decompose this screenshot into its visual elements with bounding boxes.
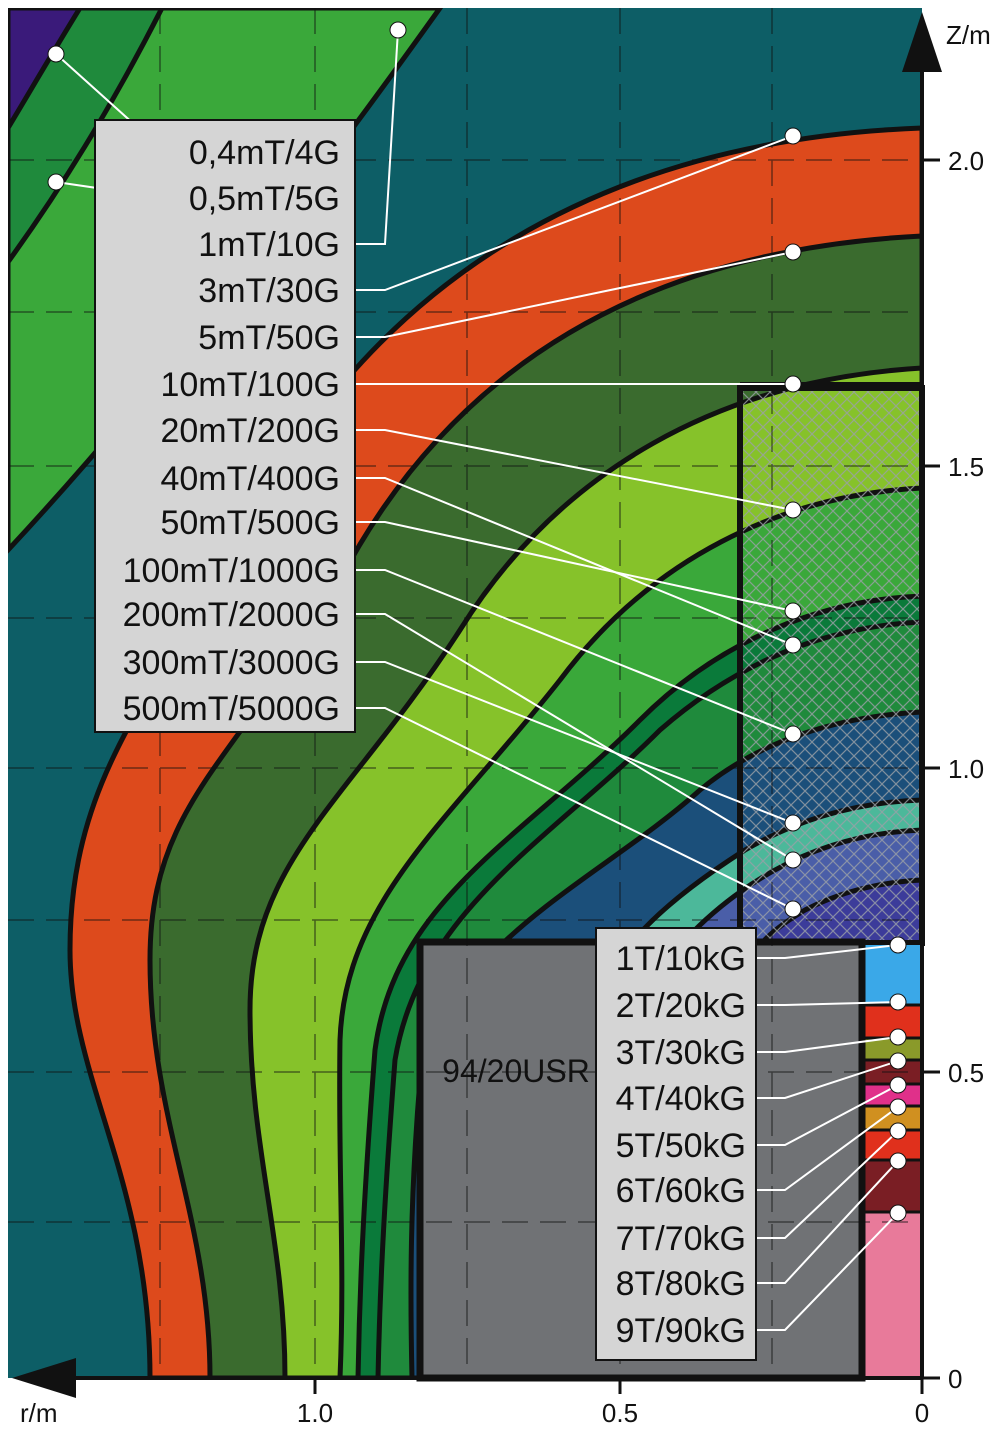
legend-item: 3mT/30G (198, 272, 340, 310)
z-axis-arrow-icon (902, 12, 942, 72)
legend-item: 1T/10kG (616, 940, 746, 978)
legend-item: 100mT/1000G (123, 552, 340, 590)
magnet-label: 94/20USR (442, 1053, 590, 1089)
legend-item: 20mT/200G (160, 412, 340, 450)
legend-item: 200mT/2000G (123, 596, 340, 634)
r-tick-label: 1.0 (297, 1398, 333, 1428)
z-tick-label: 1.0 (948, 754, 984, 784)
legend-item: 3T/30kG (616, 1034, 746, 1072)
legend-item: 9T/90kG (616, 1312, 746, 1350)
legend-item: 50mT/500G (160, 504, 340, 542)
legend-item: 2T/20kG (616, 987, 746, 1025)
legend-item: 10mT/100G (160, 366, 340, 404)
band-0-4mT (8, 8, 83, 133)
z-tick-label: 0 (948, 1364, 962, 1394)
hatched-region (737, 385, 925, 946)
legend-item: 7T/70kG (616, 1220, 746, 1258)
z-tick-label: 0.5 (948, 1058, 984, 1088)
z-tick-label: 1.5 (948, 452, 984, 482)
legend-mt: 0,4mT/4G 0,5mT/5G 1mT/10G 3mT/30G 5mT/50… (123, 134, 340, 728)
legend-item: 300mT/3000G (123, 644, 340, 682)
legend-item: 5mT/50G (198, 319, 340, 357)
leader-lines (55, 29, 899, 1331)
legend-item: 0,4mT/4G (189, 134, 340, 172)
axes (12, 12, 942, 1398)
legend-t: 1T/10kG 2T/20kG 3T/30kG 4T/40kG 5T/50kG … (616, 940, 746, 1350)
legend-item: 40mT/400G (160, 460, 340, 498)
legend-box-t (595, 927, 757, 1361)
legend-item: 500mT/5000G (123, 690, 340, 728)
z-axis-label: Z/m (946, 20, 991, 50)
legend-item: 0,5mT/5G (189, 180, 340, 218)
r-tick-label: 0 (915, 1398, 929, 1428)
legend-item: 1mT/10G (198, 226, 340, 264)
r-tick-label: 0.5 (602, 1398, 638, 1428)
r-axis-label: r/m (20, 1398, 58, 1428)
r-axis-arrow-icon (12, 1358, 76, 1398)
band-0-5mT (8, 8, 165, 267)
legend-item: 8T/80kG (616, 1265, 746, 1303)
legend-item: 4T/40kG (616, 1080, 746, 1118)
marker-dots (47, 21, 907, 1222)
z-tick-label: 2.0 (948, 146, 984, 176)
legend-item: 6T/60kG (616, 1172, 746, 1210)
legend-item: 5T/50kG (616, 1127, 746, 1165)
legend-box-mt (94, 119, 356, 733)
